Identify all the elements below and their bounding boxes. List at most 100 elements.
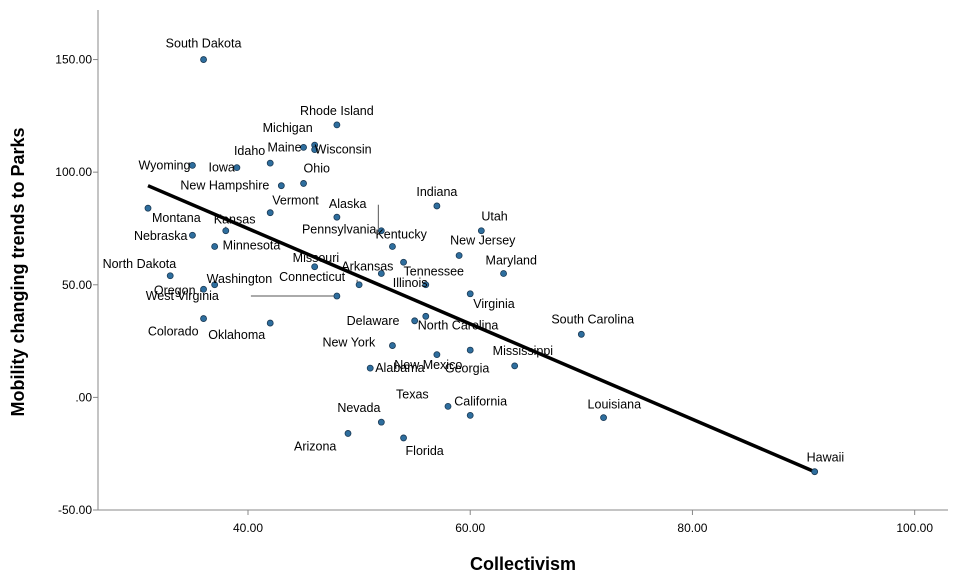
point-label-nebraska: Nebraska [134, 229, 188, 243]
point-illinois [422, 281, 430, 289]
point-label-arizona: Arizona [294, 439, 336, 453]
point-alaska [333, 213, 341, 221]
point-new-jersey [455, 252, 463, 259]
point-label-arkansas: Arkansas [341, 260, 393, 274]
y-tick-label: .00 [75, 390, 92, 404]
y-tick-label: 50.00 [62, 278, 92, 292]
data-points [144, 56, 819, 476]
point-tennessee [400, 258, 407, 266]
point-label-mississippi: Mississippi [493, 344, 553, 358]
point-utah [477, 227, 485, 235]
point-label-michigan: Michigan [263, 121, 313, 135]
point-rhode-island [333, 121, 341, 129]
point-label-maryland: Maryland [486, 254, 537, 268]
point-label-wisconsin: Wisconsin [315, 143, 372, 157]
point-pennsylvania [377, 227, 385, 235]
point-kentucky [389, 243, 396, 250]
point-maryland [500, 270, 507, 277]
y-tick-label: -50.00 [58, 503, 92, 517]
point-label-alabama: Alabama [375, 361, 424, 375]
point-label-oklahoma: Oklahoma [208, 328, 265, 342]
y-ticks: 150.00 100.00 50.00 .00 -50.00 [55, 53, 98, 517]
point-alabama [366, 364, 374, 372]
point-colorado [200, 315, 207, 322]
point-label-iowa: Iowa [208, 161, 234, 175]
point-label-kentucky: Kentucky [375, 227, 427, 241]
point-label-north-carolina: North Carolina [418, 318, 499, 332]
point-arkansas [377, 270, 385, 277]
point-virginia [466, 290, 474, 298]
point-washington [211, 281, 219, 289]
x-tick-label: 40.00 [233, 521, 263, 535]
point-labels: South Dakota Rhode Island Michigan Maine Wis… [103, 37, 845, 465]
point-nebraska [189, 231, 196, 239]
point-delaware [411, 317, 419, 325]
point-label-north-dakota: North Dakota [103, 257, 177, 271]
point-label-texas: Texas [396, 387, 429, 401]
point-label-washington: Washington [207, 272, 273, 286]
point-label-alaska: Alaska [329, 197, 367, 211]
point-wyoming [189, 162, 196, 169]
x-axis-title: Collectivism [470, 554, 576, 574]
point-nevada [377, 418, 385, 426]
point-mississippi [511, 362, 519, 370]
point-california [466, 412, 474, 419]
point-label-minnesota: Minnesota [223, 238, 281, 252]
point-label-colorado: Colorado [148, 325, 199, 339]
point-florida [400, 434, 407, 442]
y-axis-title: Mobility changing trends to Parks [8, 127, 28, 416]
point-label-wyoming: Wyoming [138, 158, 190, 172]
point-label-pennsylvania: Pennsylvania [302, 223, 376, 237]
point-label-oregon: Oregon [154, 283, 196, 297]
x-ticks: 40.00 60.00 80.00 100.00 [233, 510, 933, 535]
point-iowa [233, 164, 241, 172]
point-label-montana: Montana [152, 211, 201, 225]
point-idaho [266, 159, 274, 167]
point-west-virginia [333, 292, 341, 300]
point-label-utah: Utah [481, 210, 507, 224]
point-kansas [222, 227, 230, 235]
point-label-new-mexico: New Mexico [394, 358, 462, 372]
point-label-nevada: Nevada [337, 401, 380, 415]
point-north-dakota [166, 272, 174, 280]
point-oregon [200, 285, 207, 293]
point-label-maine: Maine [268, 140, 302, 154]
point-label-new-hampshire: New Hampshire [180, 179, 269, 193]
point-wisconsin [311, 146, 319, 154]
point-minnesota [211, 243, 219, 250]
point-new-mexico [466, 346, 474, 354]
point-new-york [389, 342, 396, 349]
point-south-dakota [200, 56, 207, 63]
point-label-florida: Florida [406, 444, 444, 458]
x-tick-label: 100.00 [896, 521, 933, 535]
point-connecticut [355, 281, 363, 289]
point-indiana [433, 202, 441, 210]
point-label-tennessee: Tennessee [404, 264, 465, 278]
y-tick-label: 100.00 [55, 165, 92, 179]
point-label-idaho: Idaho [234, 144, 265, 158]
point-maine [300, 143, 307, 151]
point-missouri [311, 263, 319, 271]
point-label-virginia: Virginia [473, 297, 515, 311]
point-ohio [300, 180, 307, 187]
y-tick-label: 150.00 [55, 53, 92, 67]
x-tick-label: 80.00 [677, 521, 707, 535]
point-label-kansas: Kansas [214, 213, 256, 227]
point-hawaii [811, 468, 819, 476]
point-montana [144, 204, 152, 212]
point-new-hampshire [277, 182, 285, 190]
point-label-vermont: Vermont [272, 194, 319, 208]
point-label-louisiana: Louisiana [588, 398, 642, 412]
point-label-delaware: Delaware [347, 314, 400, 328]
point-label-new-jersey: New Jersey [450, 233, 516, 247]
point-label-south-carolina: South Carolina [551, 312, 634, 326]
point-georgia [433, 351, 441, 358]
point-texas [444, 402, 452, 410]
fit-line [147, 184, 816, 474]
point-label-rhode-island: Rhode Island [300, 104, 374, 118]
point-label-california: California [454, 394, 507, 408]
point-north-carolina [422, 312, 430, 320]
point-label-connecticut: Connecticut [279, 270, 346, 284]
point-label-illinois: Illinois [393, 276, 428, 290]
